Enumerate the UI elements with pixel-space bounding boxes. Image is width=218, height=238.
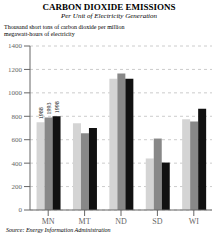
html-text:Thousand short tons of carbon: Thousand short tons of carbon dioxide pe…	[4, 24, 125, 30]
svg-text:0: 0	[19, 206, 23, 214]
svg-text:1998: 1998	[54, 101, 60, 113]
svg-text:SD: SD	[152, 217, 162, 226]
html-text:Per Unit of Electricity Genera: Per Unit of Electricity Generation	[61, 12, 157, 20]
svg-text:1200: 1200	[8, 66, 23, 74]
html-text:megawatt-hours of electricity: megawatt-hours of electricity	[4, 31, 75, 37]
svg-text:1000: 1000	[8, 89, 23, 97]
svg-text:1993: 1993	[46, 102, 52, 114]
svg-text:800: 800	[12, 113, 23, 121]
svg-text:1988: 1988	[38, 107, 44, 119]
svg-text:200: 200	[12, 183, 23, 191]
html-text:Source: Energy Information Adm: Source: Energy Information Administratio…	[6, 227, 111, 233]
svg-text:WI: WI	[189, 217, 200, 226]
svg-text:MT: MT	[79, 217, 91, 226]
html-text:CARBON DIOXIDE EMISSIONS: CARBON DIOXIDE EMISSIONS	[42, 2, 176, 12]
svg-text:ND: ND	[115, 217, 127, 226]
svg-text:1400: 1400	[8, 42, 23, 50]
svg-text:600: 600	[12, 136, 23, 144]
svg-text:MN: MN	[42, 217, 55, 226]
svg-text:400: 400	[12, 160, 23, 168]
